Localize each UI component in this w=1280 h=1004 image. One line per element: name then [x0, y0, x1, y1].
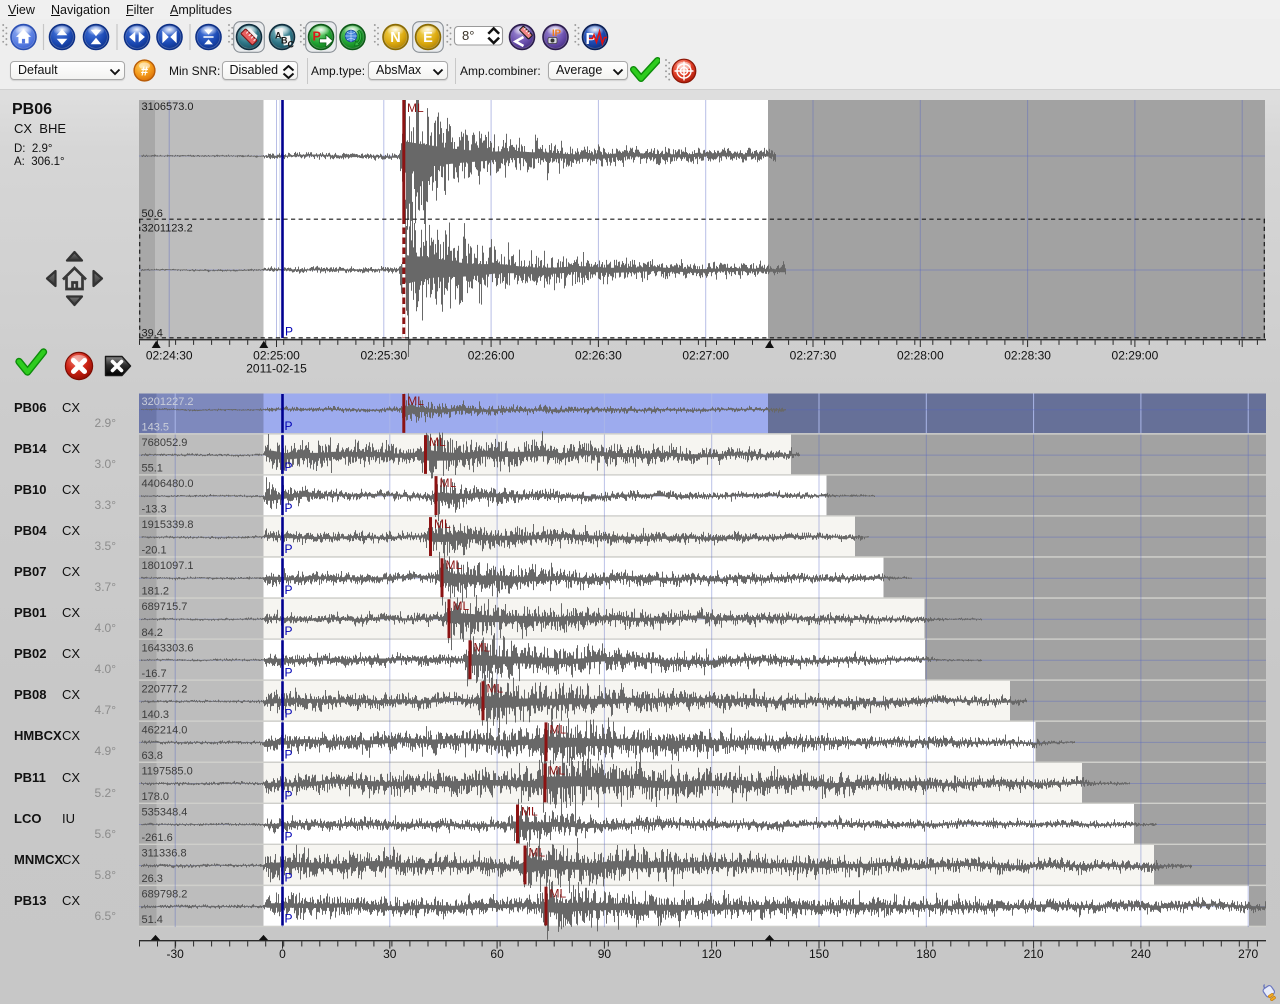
- svg-text:39.4: 39.4: [142, 328, 163, 340]
- svg-text:3106573.0: 3106573.0: [142, 101, 194, 113]
- svg-text:180: 180: [916, 947, 936, 961]
- svg-text:P: P: [285, 460, 293, 474]
- svg-text:B: B: [281, 36, 288, 46]
- svg-text:63.8: 63.8: [142, 750, 163, 762]
- svg-text:90: 90: [598, 947, 612, 961]
- svg-text:02:25:00: 02:25:00: [253, 349, 300, 363]
- svg-text:ML: ML: [434, 517, 451, 531]
- svg-text:535348.4: 535348.4: [142, 807, 188, 819]
- svg-text:ML: ML: [550, 887, 567, 901]
- svg-text:ML: ML: [487, 681, 504, 695]
- svg-text:02:25:30: 02:25:30: [360, 349, 407, 363]
- svg-text:ML: ML: [429, 435, 446, 449]
- svg-text:8°: 8°: [462, 28, 474, 43]
- svg-text:84.2: 84.2: [142, 627, 163, 639]
- svg-text:51.4: 51.4: [142, 914, 163, 926]
- svg-text:ML: ML: [453, 599, 470, 613]
- svg-text:-261.6: -261.6: [142, 832, 173, 844]
- svg-text:ML: ML: [446, 558, 463, 572]
- svg-text:02:26:00: 02:26:00: [468, 349, 515, 363]
- svg-text:P: P: [586, 31, 597, 48]
- svg-text:A: A: [275, 31, 282, 41]
- svg-text:311336.8: 311336.8: [142, 848, 187, 860]
- svg-text:ML: ML: [474, 640, 491, 654]
- svg-text:P: P: [285, 830, 293, 844]
- svg-text:P: P: [285, 419, 293, 433]
- svg-text:P: P: [285, 501, 293, 515]
- svg-text:IP: IP: [552, 28, 562, 39]
- svg-text:0: 0: [279, 947, 286, 961]
- svg-text:55.1: 55.1: [142, 463, 163, 475]
- svg-text:P: P: [285, 706, 293, 720]
- svg-text:ML: ML: [529, 846, 546, 860]
- svg-text:60: 60: [490, 947, 504, 961]
- svg-text:4406480.0: 4406480.0: [142, 478, 194, 490]
- svg-text:#: #: [141, 63, 149, 78]
- svg-text:-13.3: -13.3: [142, 504, 167, 516]
- svg-text:2011-02-15: 2011-02-15: [246, 362, 307, 376]
- svg-text:1915339.8: 1915339.8: [142, 519, 194, 531]
- svg-text:30: 30: [383, 947, 397, 961]
- svg-text:270: 270: [1238, 947, 1258, 961]
- svg-text:3201123.2: 3201123.2: [142, 223, 193, 235]
- svg-text:P: P: [285, 583, 293, 597]
- svg-text:1197585.0: 1197585.0: [142, 766, 193, 778]
- svg-text:ML: ML: [521, 805, 538, 819]
- svg-text:-20.1: -20.1: [142, 545, 167, 557]
- svg-text:181.2: 181.2: [142, 586, 170, 598]
- svg-text:P: P: [285, 665, 293, 679]
- svg-text:140.3: 140.3: [142, 709, 170, 721]
- svg-text:-30: -30: [167, 947, 185, 961]
- svg-text:P: P: [285, 542, 293, 556]
- svg-text:P: P: [285, 912, 293, 926]
- svg-text:C: C: [288, 40, 295, 50]
- svg-text:462214.0: 462214.0: [142, 724, 188, 736]
- svg-text:120: 120: [702, 947, 722, 961]
- svg-text:3201227.2: 3201227.2: [142, 396, 194, 408]
- svg-text:02:27:30: 02:27:30: [790, 349, 837, 363]
- svg-text:02:29:00: 02:29:00: [1112, 349, 1159, 363]
- svg-text:02:26:30: 02:26:30: [575, 349, 622, 363]
- svg-text:N: N: [390, 30, 400, 46]
- svg-text:768052.9: 768052.9: [142, 437, 188, 449]
- svg-text:ML: ML: [407, 101, 424, 115]
- svg-text:P: P: [285, 325, 293, 339]
- svg-text:143.5: 143.5: [142, 422, 170, 434]
- svg-text:ML: ML: [440, 476, 457, 490]
- svg-text:689715.7: 689715.7: [142, 601, 188, 613]
- svg-text:E: E: [423, 30, 433, 46]
- svg-text:P: P: [285, 624, 293, 638]
- svg-text:P: P: [285, 789, 293, 803]
- svg-text:ML: ML: [550, 722, 567, 736]
- svg-text:02:28:30: 02:28:30: [1004, 349, 1051, 363]
- svg-text:02:27:00: 02:27:00: [682, 349, 729, 363]
- svg-text:240: 240: [1131, 947, 1151, 961]
- svg-text:178.0: 178.0: [142, 791, 170, 803]
- svg-text:02:24:30: 02:24:30: [146, 349, 193, 363]
- svg-text:1801097.1: 1801097.1: [142, 560, 194, 572]
- svg-text:P: P: [313, 30, 321, 44]
- svg-text:1643303.6: 1643303.6: [142, 642, 194, 654]
- svg-text:P: P: [285, 871, 293, 885]
- svg-text:02:28:00: 02:28:00: [897, 349, 944, 363]
- svg-text:689798.2: 689798.2: [142, 889, 188, 901]
- svg-text:50.6: 50.6: [142, 208, 163, 220]
- svg-text:-16.7: -16.7: [142, 668, 167, 680]
- svg-text:ML: ML: [407, 394, 424, 408]
- svg-text:210: 210: [1024, 947, 1044, 961]
- svg-text:P: P: [285, 747, 293, 761]
- svg-text:26.3: 26.3: [142, 873, 163, 885]
- svg-text:220777.2: 220777.2: [142, 683, 188, 695]
- svg-text:ML: ML: [549, 764, 566, 778]
- svg-text:150: 150: [809, 947, 829, 961]
